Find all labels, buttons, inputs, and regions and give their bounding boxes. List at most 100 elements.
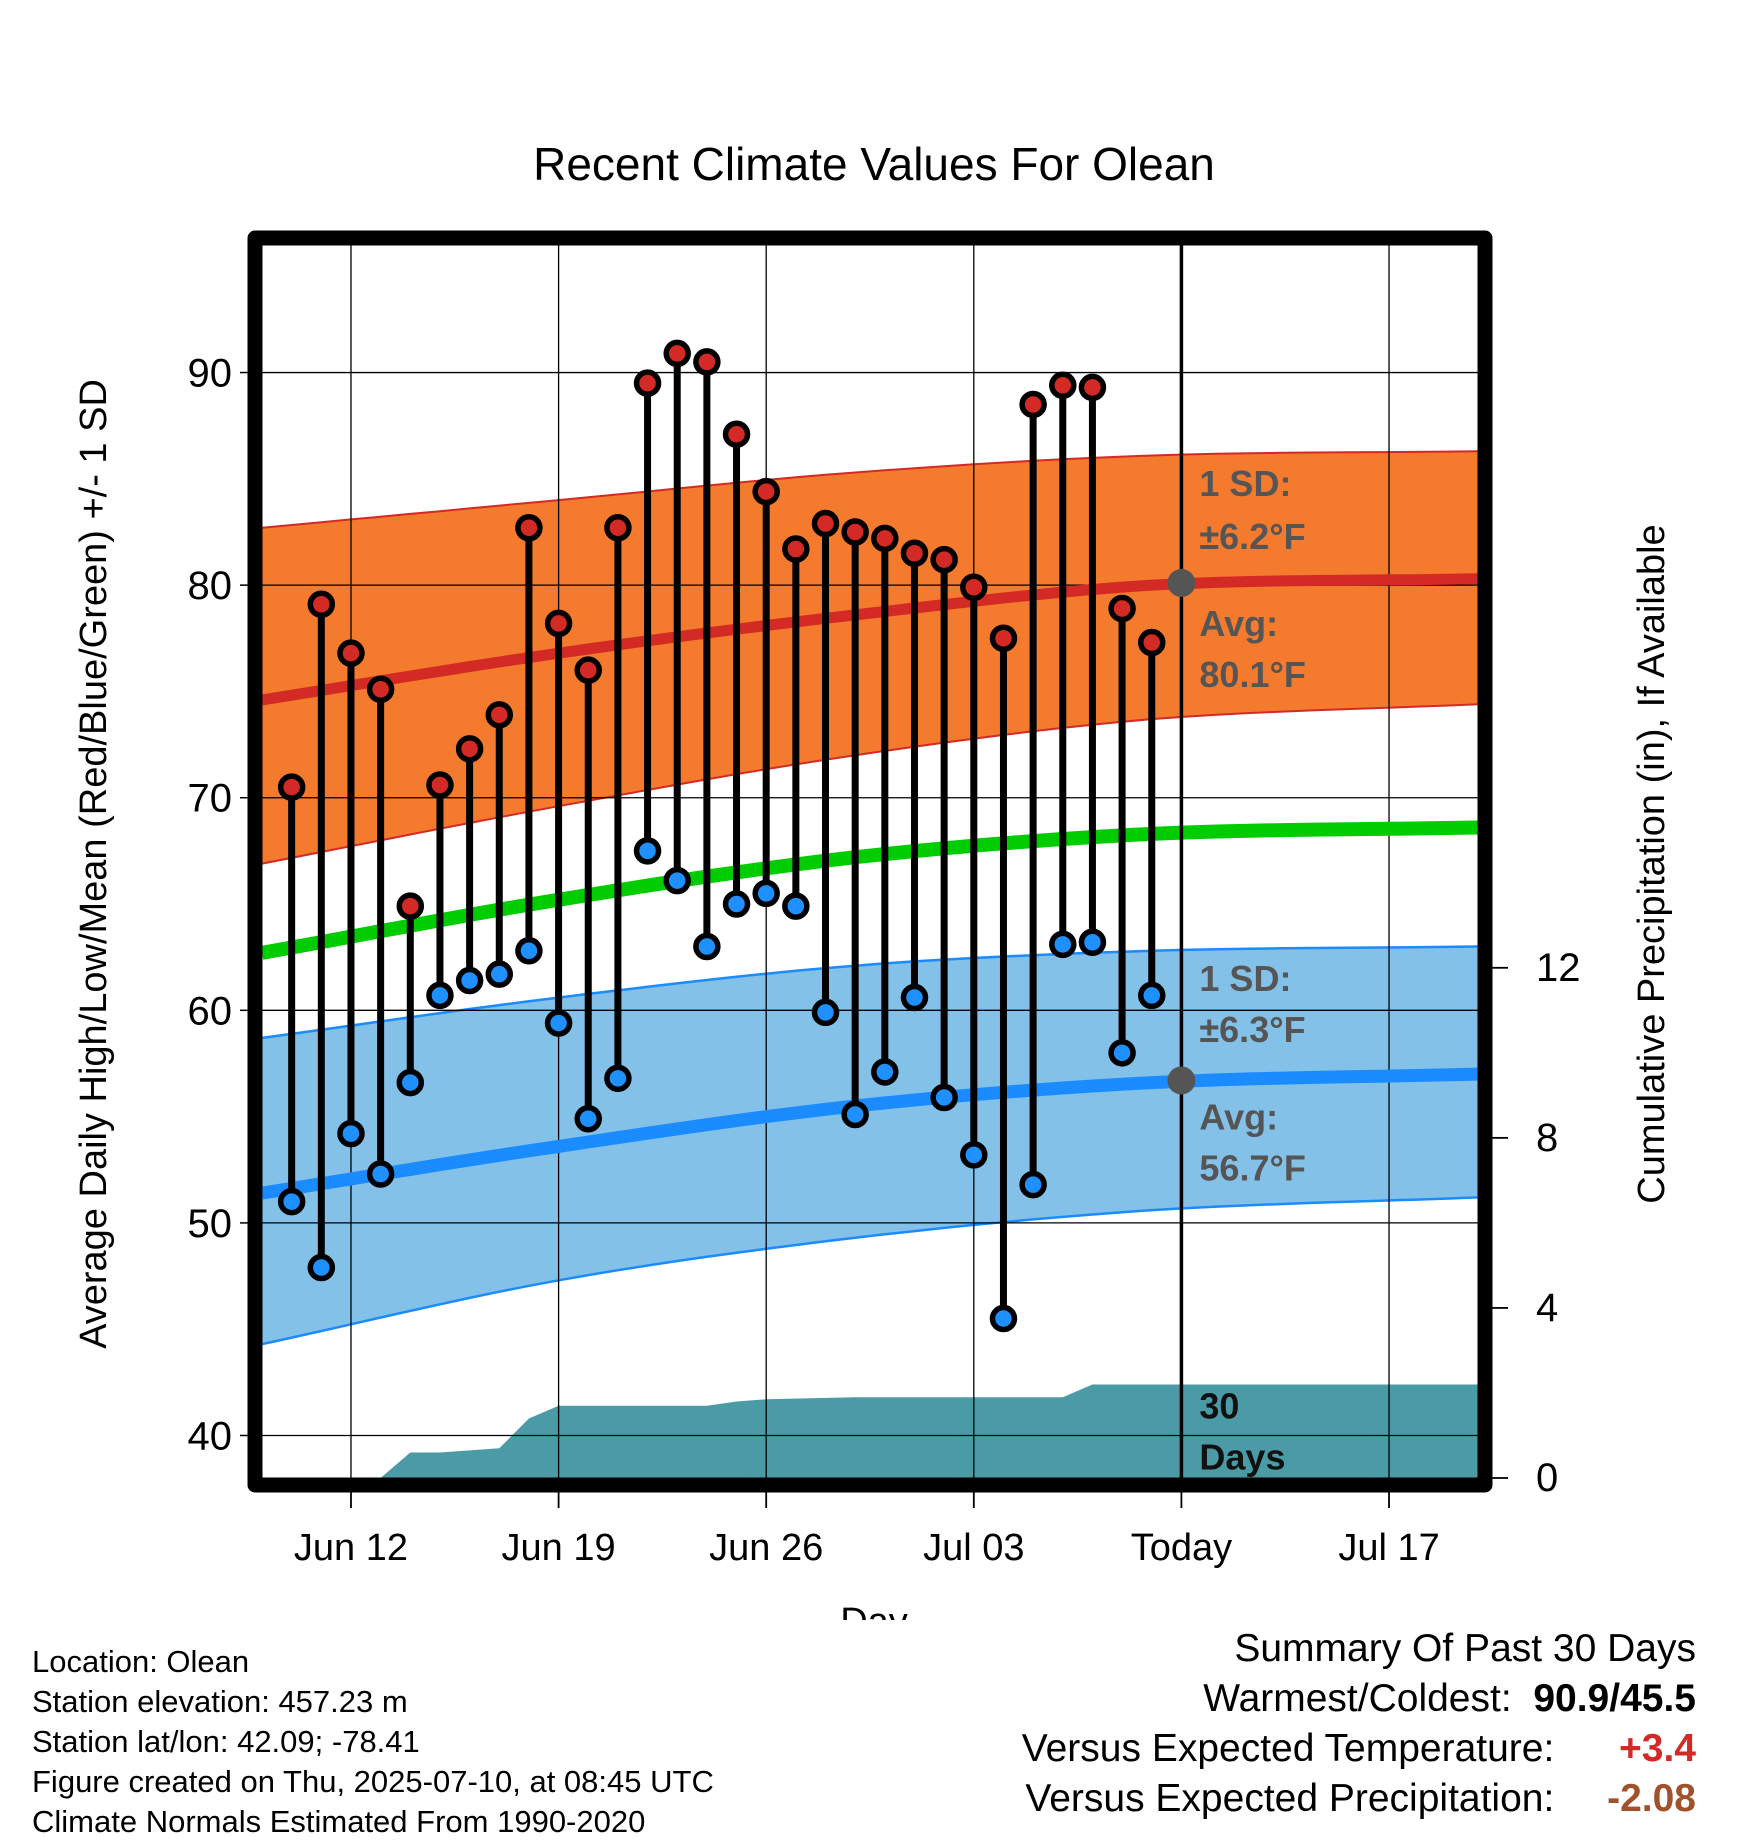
daily-high-point [396, 892, 425, 920]
daily-low-point [871, 1058, 899, 1086]
daily-high-point [485, 701, 514, 729]
precip-days-label-line2: Days [1199, 1436, 1285, 1477]
chart-labels: 40 50 60 70 80 90 0 4 8 12 Jun 12 Jun 19 Jun 26 Jul 0… [73, 138, 1673, 1620]
daily-low-point [841, 1100, 869, 1129]
daily-low-point [604, 1064, 632, 1093]
daily-low-point [960, 1141, 988, 1169]
daily-low-point [455, 966, 484, 995]
daily-low-point [426, 981, 454, 1010]
summary-title: Summary Of Past 30 Days [1234, 1627, 1696, 1670]
x-tick-label-jun-12: Jun 12 [294, 1527, 408, 1569]
daily-low-point [337, 1119, 365, 1148]
daily-high-point [277, 773, 306, 801]
daily-low-point [574, 1104, 602, 1133]
daily-high-point [1138, 628, 1166, 657]
chart-frame [240, 230, 1508, 1508]
high-sd-value: ±6.2°F [1199, 516, 1305, 557]
summary-temp-row: Versus Expected Temperature: +3.4 [1022, 1724, 1696, 1774]
daily-low-point [752, 879, 780, 908]
daily-high-point [960, 573, 988, 602]
y2-tick-label-12: 12 [1536, 946, 1581, 990]
daily-high-point [604, 513, 632, 542]
x-tick-label-jun-26: Jun 26 [709, 1527, 823, 1569]
x-tick-label-jul-17: Jul 17 [1338, 1527, 1439, 1569]
normal-mean-line [262, 820, 1478, 960]
plot-border [247, 230, 1493, 1493]
summary-precip-row: Versus Expected Precipitation: -2.08 [1022, 1774, 1696, 1824]
chart-daily-points [277, 339, 1196, 1333]
created-text: Figure created on Thu, 2025-07-10, at 08… [32, 1764, 714, 1799]
daily-high-point [693, 348, 721, 376]
daily-high-point [900, 539, 929, 567]
temp-label: Versus Expected Temperature: [1021, 1727, 1555, 1770]
daily-high-point [366, 675, 395, 704]
daily-low-point [1049, 930, 1077, 959]
station-info: Location: Olean Station elevation: 457.2… [32, 1642, 714, 1842]
y-axis-label: Average Daily High/Low/Mean (Red/Blue/Gr… [73, 379, 115, 1349]
high-avg-label: Avg: [1199, 603, 1278, 644]
location-text: Location: Olean [32, 1644, 250, 1679]
temp-value: +3.4 [1619, 1727, 1696, 1770]
daily-low-point [900, 983, 929, 1012]
daily-high-point [811, 509, 840, 538]
daily-high-point [544, 609, 573, 638]
daily-high-point [782, 535, 810, 563]
warm-cold-value: 90.9/45.5 [1533, 1677, 1696, 1720]
low-avg-label: Avg: [1199, 1096, 1278, 1137]
high-sd-label: 1 SD: [1199, 463, 1291, 504]
summary-panel: Summary Of Past 30 Days Warmest/Coldest:… [1022, 1624, 1696, 1824]
y-tick-label-50: 50 [188, 1202, 233, 1246]
daily-high-point [633, 369, 662, 397]
chart-gridlines [262, 245, 1478, 1478]
daily-low-point [811, 998, 840, 1027]
low-avg-value: 56.7°F [1199, 1147, 1305, 1188]
low-sd-label: 1 SD: [1199, 958, 1291, 999]
y-tick-label-40: 40 [188, 1414, 233, 1458]
daily-high-point [871, 524, 899, 553]
x-tick-label-today: Today [1131, 1527, 1232, 1569]
daily-high-point [930, 545, 958, 574]
x-tick-label-jul-03: Jul 03 [923, 1527, 1024, 1569]
daily-low-point [396, 1068, 425, 1097]
daily-high-point [841, 518, 869, 546]
daily-high-point [426, 771, 454, 799]
daily-low-point [1019, 1170, 1047, 1199]
y2-tick-label-0: 0 [1536, 1456, 1558, 1500]
y2-tick-label-8: 8 [1536, 1116, 1558, 1160]
daily-high-point [455, 735, 484, 763]
summary-warm-cold-row: Warmest/Coldest: 90.9/45.5 [1022, 1674, 1696, 1724]
x-axis-label: Day [840, 1601, 908, 1620]
today-normal-high-marker [1167, 569, 1196, 598]
daily-high-point [1078, 373, 1107, 402]
today-normal-low-marker [1167, 1066, 1196, 1095]
daily-low-point [366, 1160, 395, 1188]
daily-high-point [1108, 594, 1136, 623]
climate-chart: 40 50 60 70 80 90 0 4 8 12 Jun 12 Jun 19 Jun 26 Jul 0… [73, 138, 1673, 1620]
y-tick-label-80: 80 [188, 564, 233, 608]
daily-high-point [307, 590, 336, 619]
normals-text: Climate Normals Estimated From 1990-2020 [32, 1804, 646, 1839]
high-sd-band-upper-edge [262, 450, 1478, 529]
daily-high-point [989, 624, 1018, 653]
chart-daily-stems [288, 353, 1156, 1319]
daily-high-point [574, 656, 602, 684]
daily-high-point [663, 339, 691, 368]
daily-low-point [1108, 1039, 1136, 1067]
daily-high-point [1019, 390, 1047, 419]
daily-high-point [1049, 371, 1077, 400]
elevation-text: Station elevation: 457.23 m [32, 1684, 408, 1719]
y2-tick-label-4: 4 [1536, 1286, 1558, 1330]
cumulative-precip-area [262, 1384, 1478, 1478]
chart-fills [262, 450, 1478, 1478]
daily-low-point [485, 960, 514, 988]
high-sd-band [262, 451, 1478, 864]
daily-low-point [782, 892, 810, 920]
y-tick-label-70: 70 [188, 777, 233, 821]
precip-value: -2.08 [1607, 1777, 1696, 1820]
daily-low-point [277, 1187, 306, 1216]
y2-axis-label: Cumulative Precipitation (in), If Availa… [1631, 524, 1673, 1203]
high-avg-value: 80.1°F [1199, 654, 1305, 695]
daily-low-point [989, 1304, 1018, 1333]
precip-label: Versus Expected Precipitation: [1025, 1777, 1555, 1820]
warm-cold-label: Warmest/Coldest: [1203, 1677, 1512, 1720]
